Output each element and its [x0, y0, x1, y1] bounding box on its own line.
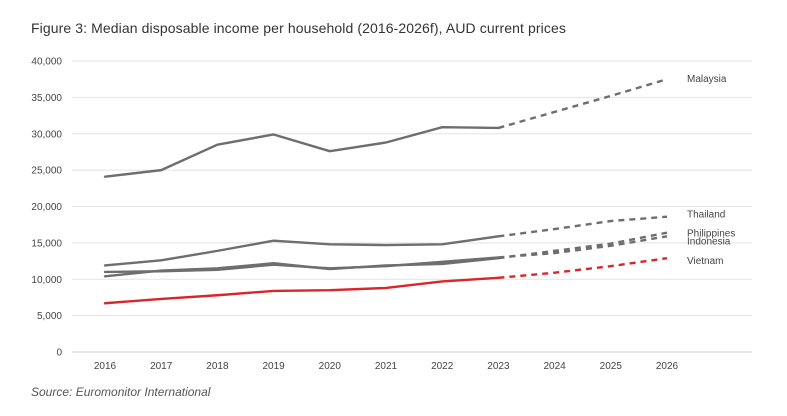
y-axis: 0 5,000 10,000 15,000 20,000 25,000 30,000 35,0… [31, 57, 62, 359]
series-line-thailand-forecast [498, 215, 668, 238]
series-label-indonesia: Indonesia [687, 236, 731, 247]
x-tick-label: 2018 [206, 361, 229, 372]
series-line-vietnam-forecast [498, 256, 668, 279]
series-label-vietnam: Vietnam [687, 256, 724, 267]
y-tick-label: 35,000 [31, 93, 62, 104]
series-line-indonesia-forecast [498, 235, 668, 259]
y-tick-label: 10,000 [31, 275, 62, 286]
series-line-vietnam-actual [103, 276, 500, 305]
series-line-malaysia-actual [103, 126, 500, 178]
series-label-malaysia: Malaysia [687, 74, 727, 85]
series-line-malaysia-forecast [498, 78, 668, 130]
y-tick-label: 25,000 [31, 166, 62, 177]
gridlines [72, 60, 752, 353]
x-axis: 2016 2017 2018 2019 2020 2021 2022 2023 2024 2025… [94, 361, 679, 372]
x-tick-label: 2020 [319, 361, 342, 372]
x-tick-label: 2024 [543, 361, 566, 372]
y-tick-label: 20,000 [31, 202, 62, 213]
y-tick-label: 40,000 [31, 57, 62, 68]
x-tick-label: 2019 [262, 361, 285, 372]
chart-title: Figure 3: Median disposable income per h… [31, 20, 566, 36]
x-tick-label: 2022 [431, 361, 454, 372]
source-note: Source: Euromonitor International [31, 385, 211, 399]
y-tick-label: 15,000 [31, 238, 62, 249]
series-label-thailand: Thailand [687, 210, 725, 221]
series-line-indonesia-actual [103, 256, 500, 274]
x-tick-label: 2021 [375, 361, 398, 372]
y-tick-label: 5,000 [37, 311, 62, 322]
x-tick-label: 2025 [600, 361, 623, 372]
series-line-thailand-actual [103, 235, 500, 267]
series-lines [103, 78, 668, 305]
series-label-philippines: Philippines [687, 229, 735, 240]
x-tick-label: 2026 [656, 361, 679, 372]
x-tick-label: 2017 [150, 361, 173, 372]
x-tick-label: 2023 [487, 361, 510, 372]
x-tick-label: 2016 [94, 361, 117, 372]
y-tick-label: 0 [56, 348, 62, 359]
y-tick-label: 30,000 [31, 129, 62, 140]
